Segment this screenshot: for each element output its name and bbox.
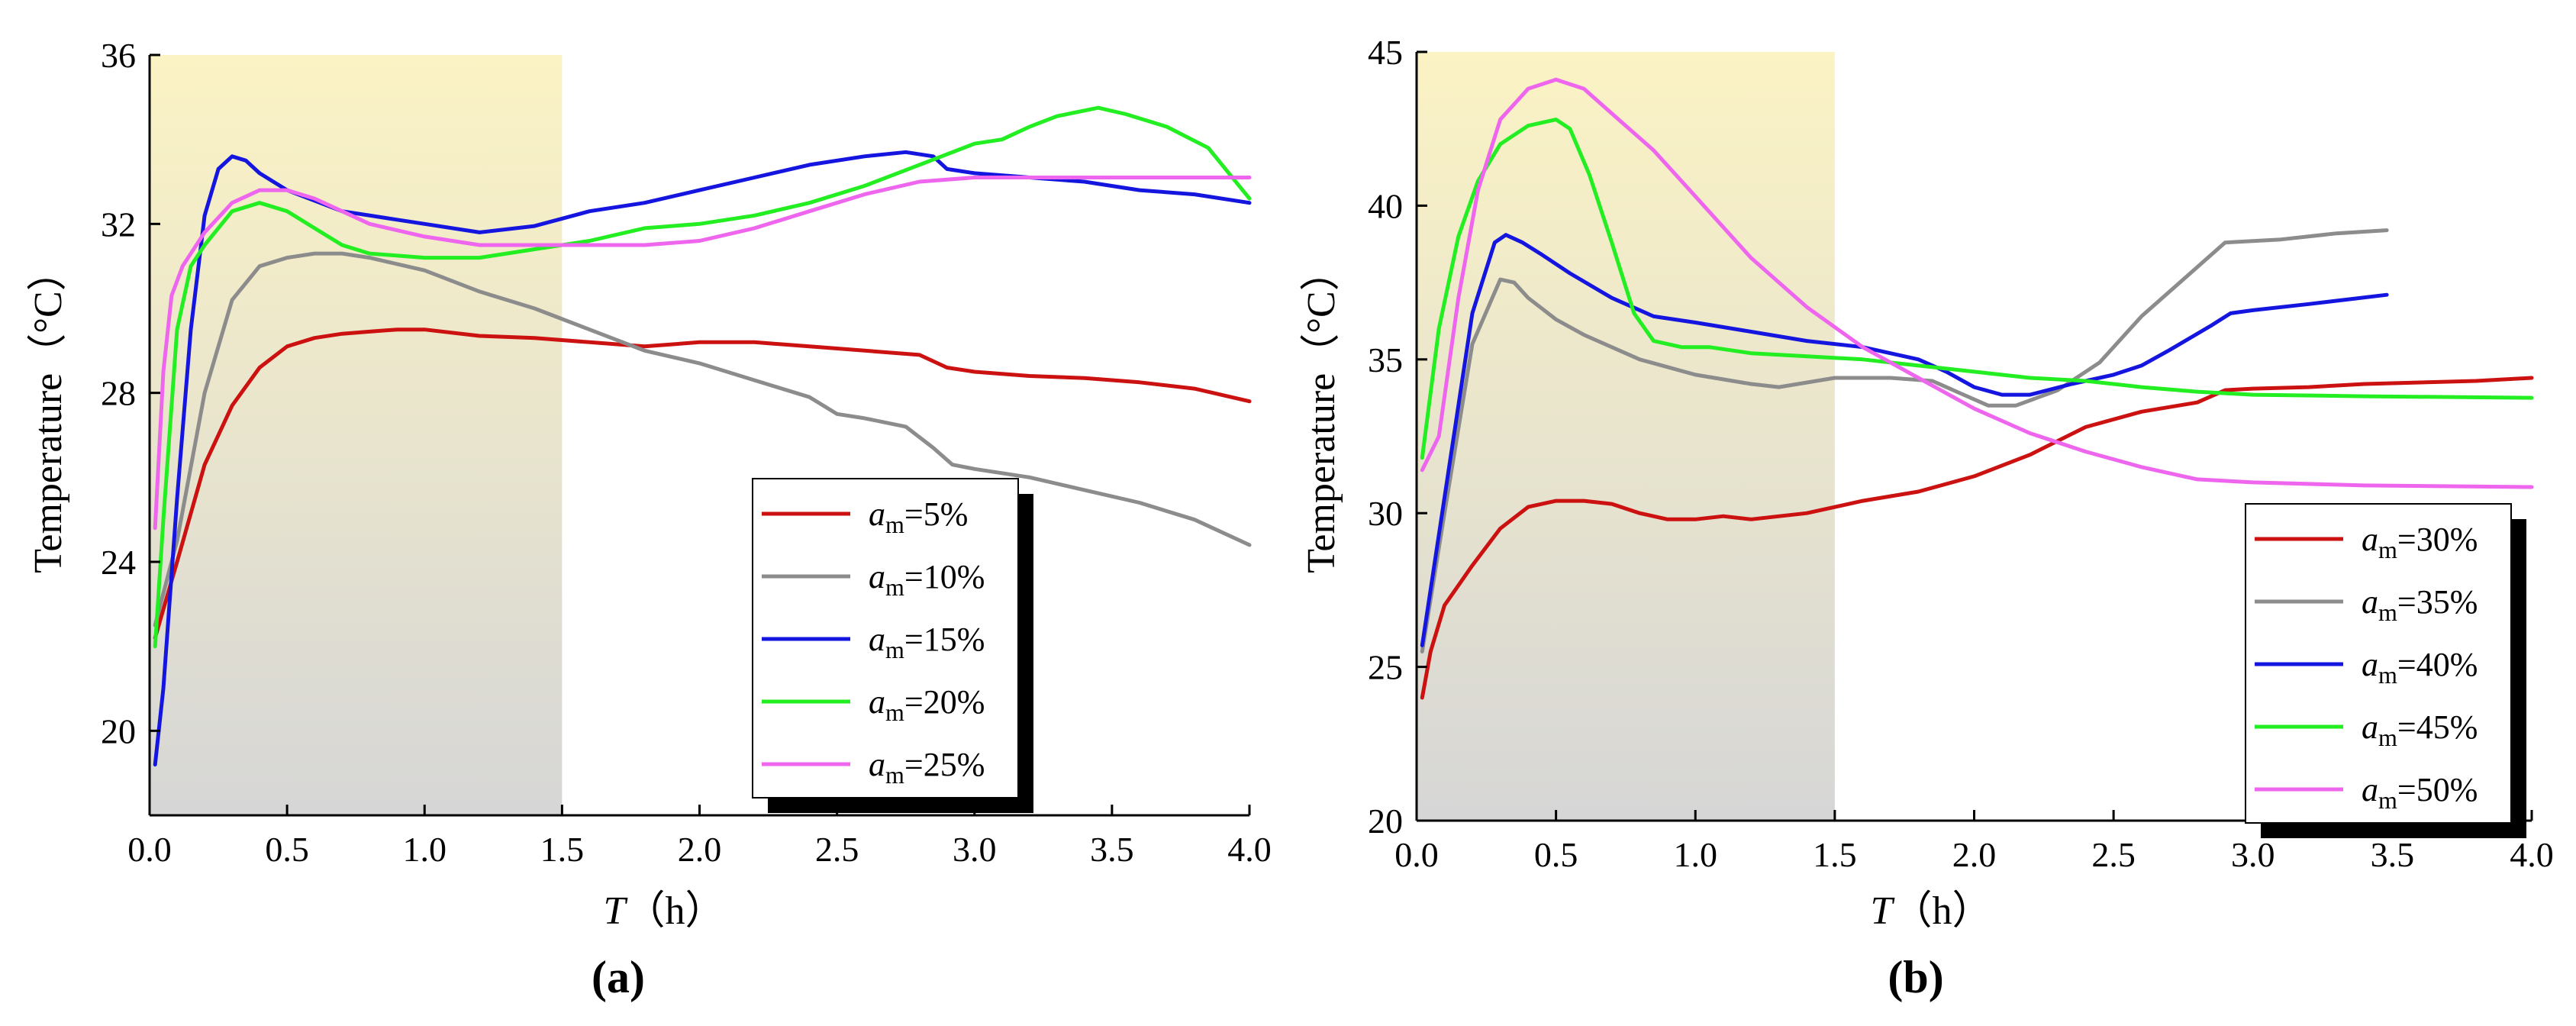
series-line-b-1 xyxy=(1420,376,2534,700)
legend-label-b-5: am=50% xyxy=(2362,771,2478,814)
x-tick-label-b-6: 3.0 xyxy=(2231,835,2275,874)
x-tick-label-a-7: 3.5 xyxy=(1090,830,1134,869)
legend-b: am=30% am=35% am=40% am=45% am=50% xyxy=(2245,503,2526,838)
x-axis-label-b: T（h） xyxy=(1871,889,1992,933)
legend-label-b-4: am=45% xyxy=(2362,708,2478,751)
legend-label-a-1: am=5% xyxy=(869,495,968,538)
ticks-a: 0.0 0.5 1.0 1.5 2.0 2.5 3.0 3.5 4.0 20 24 28 32 36 xyxy=(101,36,1272,869)
y-tick-label-b-5: 45 xyxy=(1368,33,1403,72)
x-tick-label-b-2: 1.0 xyxy=(1674,835,1718,874)
x-tick-label-a-5: 2.5 xyxy=(815,830,859,869)
chart-panel-b: 0.0 0.5 1.0 1.5 2.0 2.5 3.0 3.5 4.0202530354045 … xyxy=(1300,33,2554,1002)
panel-label-a: (a) xyxy=(592,952,645,1002)
legend-label-a-5: am=25% xyxy=(869,746,985,789)
series-line-b-4 xyxy=(1420,118,2534,460)
y-tick-label-a-1: 24 xyxy=(101,543,136,582)
y-tick-label-b-4: 40 xyxy=(1368,186,1403,225)
legend-a: am=5% am=10% am=15% am=20% am=25% xyxy=(752,478,1033,813)
shaded-region-b xyxy=(1417,52,1835,821)
y-tick-label-b-3: 35 xyxy=(1368,340,1403,379)
series-line-a-3 xyxy=(153,150,1252,767)
x-axis-label-a: T（h） xyxy=(604,889,725,933)
x-tick-label-b-4: 2.0 xyxy=(1952,835,1997,874)
y-axis-label-a: Temperature（°C） xyxy=(27,251,70,573)
x-tick-label-b-1: 0.5 xyxy=(1534,835,1578,874)
x-tick-label-a-1: 0.5 xyxy=(265,830,309,869)
y-tick-label-b-2: 30 xyxy=(1368,494,1403,533)
x-tick-label-b-7: 3.5 xyxy=(2371,835,2415,874)
y-tick-label-b-0: 20 xyxy=(1368,802,1403,840)
x-tick-label-a-2: 1.0 xyxy=(403,830,447,869)
legend-label-a-4: am=20% xyxy=(869,683,985,726)
y-tick-label-a-0: 20 xyxy=(101,711,136,750)
series-line-b-2 xyxy=(1420,228,2389,653)
legend-label-b-2: am=35% xyxy=(2362,583,2478,626)
panel-label-b: (b) xyxy=(1888,952,1943,1002)
x-tick-label-a-0: 0.0 xyxy=(127,830,172,869)
series-line-a-2 xyxy=(153,251,1252,628)
series-line-b-5 xyxy=(1420,77,2534,489)
x-tick-label-a-8: 4.0 xyxy=(1227,830,1272,869)
x-tick-label-b-5: 2.5 xyxy=(2091,835,2136,874)
chart-panel-a: 0.0 0.5 1.0 1.5 2.0 2.5 3.0 3.5 4.0 20 24 28 32 36 Te… xyxy=(27,36,1272,1002)
legend-label-b-3: am=40% xyxy=(2362,646,2478,689)
y-tick-label-a-4: 36 xyxy=(101,36,136,75)
x-tick-label-a-4: 2.0 xyxy=(678,830,722,869)
x-axis-label-unit-b: （h） xyxy=(1892,889,1991,933)
x-axis-label-var-b: T xyxy=(1871,889,1895,933)
y-axis-label-b: Temperature（°C） xyxy=(1300,251,1343,573)
x-axis-label-var-a: T xyxy=(604,889,628,933)
y-tick-label-a-3: 32 xyxy=(101,205,136,244)
x-tick-label-a-3: 1.5 xyxy=(540,830,585,869)
series-line-a-1 xyxy=(153,327,1252,640)
x-tick-label-b-3: 1.5 xyxy=(1813,835,1857,874)
series-line-a-5 xyxy=(153,176,1252,531)
x-axis-label-unit-a: （h） xyxy=(625,889,724,933)
series-line-a-4 xyxy=(153,105,1252,649)
plot-lines-a xyxy=(153,105,1252,767)
legend-label-b-1: am=30% xyxy=(2362,521,2478,563)
legend-label-a-2: am=10% xyxy=(869,558,985,601)
y-tick-label-b-1: 25 xyxy=(1368,648,1403,687)
shaded-region-a xyxy=(150,55,563,815)
y-tick-label-a-2: 28 xyxy=(101,374,136,413)
legend-label-a-3: am=15% xyxy=(869,621,985,663)
x-tick-label-a-6: 3.0 xyxy=(953,830,997,869)
series-line-b-3 xyxy=(1420,233,2389,647)
plot-lines-b xyxy=(1420,77,2534,700)
x-tick-label-b-8: 4.0 xyxy=(2510,835,2554,874)
x-tick-label-b-0: 0.0 xyxy=(1394,835,1439,874)
